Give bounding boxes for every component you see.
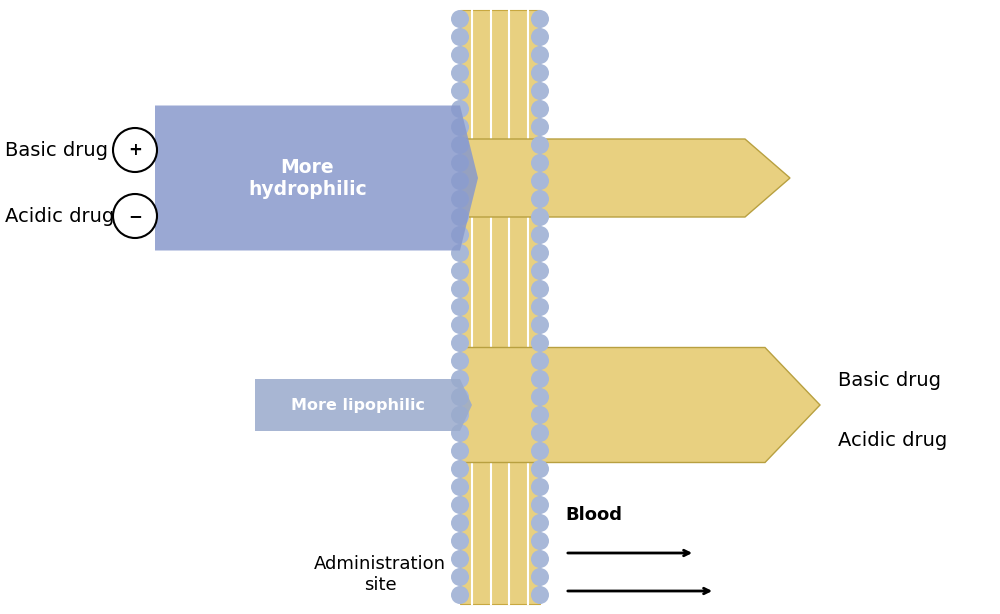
Circle shape (531, 190, 549, 208)
Circle shape (531, 154, 549, 172)
Circle shape (451, 298, 469, 316)
Circle shape (451, 280, 469, 298)
Circle shape (451, 514, 469, 532)
Circle shape (531, 64, 549, 82)
Bar (460, 10, 540, 604)
Circle shape (531, 280, 549, 298)
Circle shape (531, 172, 549, 190)
Circle shape (531, 532, 549, 550)
Circle shape (451, 82, 469, 100)
Polygon shape (255, 379, 472, 431)
Circle shape (451, 154, 469, 172)
Circle shape (531, 136, 549, 154)
Circle shape (531, 100, 549, 118)
Circle shape (451, 388, 469, 406)
Circle shape (451, 316, 469, 334)
Circle shape (531, 262, 549, 280)
Circle shape (531, 496, 549, 514)
Circle shape (531, 226, 549, 244)
Circle shape (531, 586, 549, 604)
Circle shape (531, 82, 549, 100)
Circle shape (531, 10, 549, 28)
Circle shape (531, 370, 549, 388)
Text: Basic drug: Basic drug (5, 141, 108, 160)
Circle shape (531, 208, 549, 226)
Circle shape (451, 118, 469, 136)
Circle shape (451, 568, 469, 586)
Circle shape (451, 370, 469, 388)
Circle shape (451, 226, 469, 244)
Text: −: − (128, 207, 142, 225)
Circle shape (451, 496, 469, 514)
Text: Acidic drug: Acidic drug (5, 206, 114, 225)
Circle shape (531, 352, 549, 370)
Circle shape (451, 172, 469, 190)
Circle shape (531, 28, 549, 46)
Circle shape (451, 244, 469, 262)
Circle shape (531, 514, 549, 532)
Circle shape (451, 478, 469, 496)
Text: Basic drug: Basic drug (838, 370, 941, 389)
Circle shape (531, 424, 549, 442)
Circle shape (451, 64, 469, 82)
Circle shape (451, 352, 469, 370)
Circle shape (451, 550, 469, 568)
Circle shape (451, 424, 469, 442)
Text: More lipophilic: More lipophilic (291, 397, 425, 413)
Circle shape (531, 460, 549, 478)
Circle shape (451, 100, 469, 118)
Circle shape (531, 406, 549, 424)
Circle shape (451, 442, 469, 460)
Circle shape (531, 298, 549, 316)
Circle shape (531, 388, 549, 406)
Polygon shape (460, 348, 820, 462)
Circle shape (451, 532, 469, 550)
Text: Blood: Blood (565, 506, 622, 524)
Circle shape (531, 334, 549, 352)
Circle shape (531, 568, 549, 586)
Circle shape (113, 194, 157, 238)
Circle shape (451, 10, 469, 28)
Circle shape (531, 550, 549, 568)
Polygon shape (460, 139, 790, 217)
Polygon shape (155, 106, 478, 251)
Circle shape (531, 46, 549, 64)
Circle shape (113, 128, 157, 172)
Circle shape (531, 244, 549, 262)
Circle shape (451, 136, 469, 154)
Circle shape (451, 406, 469, 424)
Circle shape (531, 316, 549, 334)
Circle shape (451, 190, 469, 208)
Circle shape (531, 478, 549, 496)
Circle shape (451, 586, 469, 604)
Text: Administration
site: Administration site (314, 555, 446, 594)
Text: Acidic drug: Acidic drug (838, 430, 947, 449)
Circle shape (451, 28, 469, 46)
Circle shape (451, 460, 469, 478)
Circle shape (451, 46, 469, 64)
Circle shape (451, 208, 469, 226)
Text: +: + (128, 141, 142, 159)
Circle shape (531, 442, 549, 460)
Circle shape (451, 262, 469, 280)
Circle shape (451, 334, 469, 352)
Circle shape (531, 118, 549, 136)
Text: More
hydrophilic: More hydrophilic (248, 158, 367, 198)
